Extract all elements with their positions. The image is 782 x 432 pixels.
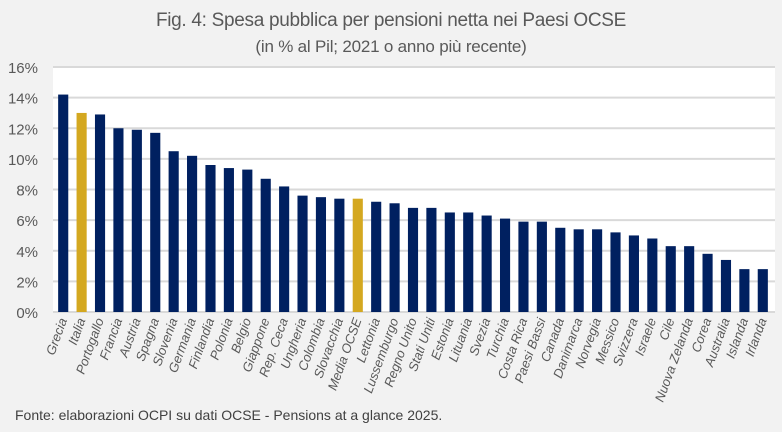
bar-australia <box>720 259 732 312</box>
bar-turchia <box>499 218 511 312</box>
source-note: Fonte: elaborazioni OCPI su dati OCSE - … <box>15 407 443 423</box>
y-tick-label: 2% <box>16 274 38 291</box>
bar-spagna <box>150 132 161 312</box>
bar-estonia <box>444 212 455 312</box>
bar-messico <box>610 232 621 312</box>
y-tick-label: 14% <box>8 91 38 108</box>
bar-canada <box>555 227 566 312</box>
bar-svizzera <box>628 235 639 312</box>
bar-lettonia <box>371 201 382 312</box>
y-tick-label: 12% <box>8 121 38 138</box>
y-tick-label: 4% <box>16 244 38 261</box>
y-tick-label: 8% <box>16 183 38 200</box>
bar-israele <box>647 238 658 312</box>
y-tick-label: 6% <box>16 213 38 230</box>
bar-grecia <box>58 94 69 312</box>
bar-corea <box>702 253 713 312</box>
bar-belgio <box>242 169 253 312</box>
bar-norvegia <box>592 229 603 312</box>
bar-cile <box>665 246 676 312</box>
bar-giappone <box>260 178 271 312</box>
bar-danimarca <box>573 229 584 312</box>
bar-polonia <box>223 168 234 312</box>
bar-colombia <box>315 197 327 312</box>
bar-islanda <box>739 269 750 312</box>
bar-lituania <box>463 212 474 312</box>
bar-paesi-bassi <box>536 221 547 312</box>
bar-rep-ceca <box>279 186 290 312</box>
y-tick-label: 10% <box>8 152 38 169</box>
bar-italia <box>76 112 87 312</box>
chart-title: Fig. 4: Spesa pubblica per pensioni nett… <box>155 10 627 31</box>
bar-nuova-zelanda <box>684 246 695 312</box>
bar-regno-unito <box>407 207 419 312</box>
y-tick-label: 16% <box>8 60 38 77</box>
y-tick-label: 0% <box>16 305 38 322</box>
bar-slovacchia <box>334 198 345 312</box>
bar-stati-uniti <box>426 207 437 312</box>
bar-austria <box>131 129 142 312</box>
bar-irlanda <box>757 269 768 312</box>
bar-portogallo <box>94 114 106 312</box>
bar-svezia <box>481 215 492 312</box>
bar-slovenia <box>168 151 179 312</box>
bar-media-ocse <box>352 198 363 312</box>
x-tick-label: Cile <box>656 316 678 342</box>
bar-ungheria <box>297 195 308 312</box>
bar-costa-rica <box>518 221 529 312</box>
bar-finlandia <box>205 165 216 312</box>
bar-francia <box>113 128 124 312</box>
chart-subtitle: (in % al Pil; 2021 o anno più recente) <box>255 37 527 56</box>
bar-germania <box>187 155 198 312</box>
bar-lussemburgo <box>389 203 400 312</box>
bar-chart: 0%2%4%6%8%10%12%14%16%GreciaItaliaPortog… <box>8 60 775 404</box>
